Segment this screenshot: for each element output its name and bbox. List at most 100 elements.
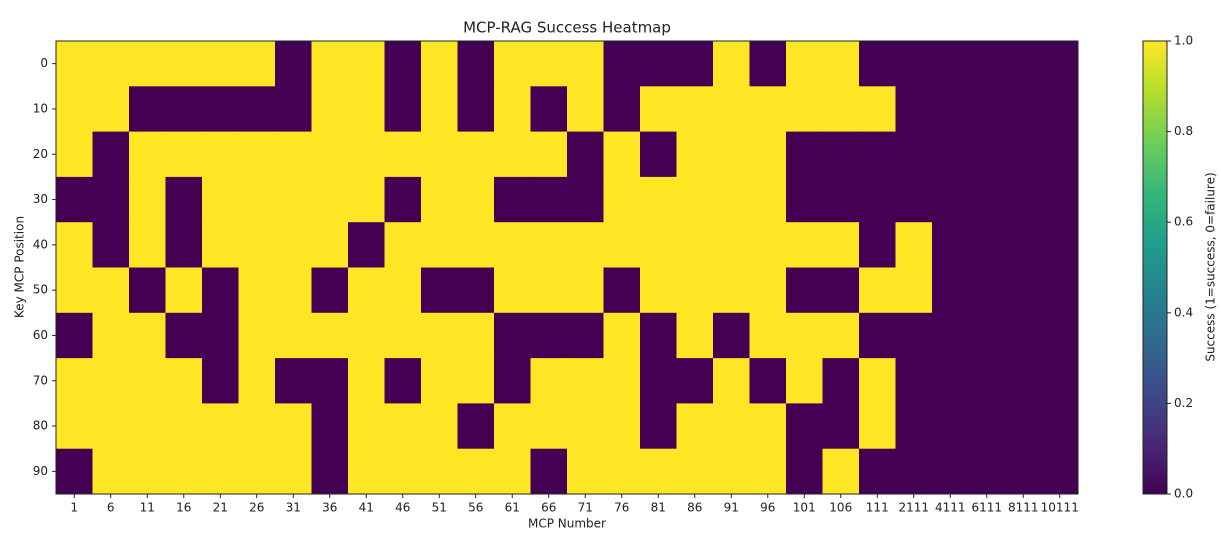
heatmap-cell xyxy=(603,41,641,87)
heatmap-cell xyxy=(202,358,239,404)
x-tick-label: 11 xyxy=(140,501,155,515)
heatmap-cell xyxy=(92,358,130,404)
x-tick-label: 81 xyxy=(651,501,666,515)
heatmap-cell xyxy=(275,41,312,87)
heatmap-cell xyxy=(165,448,203,495)
heatmap-cell xyxy=(968,41,1006,87)
y-axis-label: Key MCP Position xyxy=(13,216,27,318)
heatmap-cell xyxy=(384,358,422,404)
x-tick-label: 6111 xyxy=(971,501,1002,515)
heatmap-cell xyxy=(457,448,495,495)
heatmap-cell xyxy=(895,448,933,495)
heatmap-cell xyxy=(640,86,677,133)
x-tick-label: 111 xyxy=(866,501,889,515)
x-tick-label: 1 xyxy=(70,501,78,515)
heatmap-cell xyxy=(165,403,203,450)
heatmap-cell xyxy=(56,448,93,495)
heatmap-cell xyxy=(311,131,349,178)
x-tick-label: 26 xyxy=(249,501,264,515)
heatmap-cell xyxy=(129,176,166,223)
heatmap-cell xyxy=(457,176,495,223)
heatmap-cell xyxy=(421,131,458,178)
heatmap-cell xyxy=(56,131,93,178)
heatmap-cell xyxy=(932,176,969,223)
heatmap-cell xyxy=(822,403,860,450)
heatmap-cell xyxy=(1041,41,1079,87)
heatmap-cell xyxy=(165,312,203,359)
heatmap-cell xyxy=(822,358,860,404)
heatmap-cell xyxy=(603,267,641,314)
heatmap-cell xyxy=(275,448,312,495)
heatmap-cell xyxy=(968,312,1006,359)
x-tick-label: 21 xyxy=(213,501,228,515)
heatmap-cell xyxy=(713,312,750,359)
heatmap-cell xyxy=(859,358,896,404)
heatmap-cell xyxy=(749,176,787,223)
heatmap-cell xyxy=(421,267,458,314)
y-tick-label: 20 xyxy=(33,147,48,161)
heatmap-cell xyxy=(530,176,568,223)
x-tick-label: 6 xyxy=(107,501,115,515)
heatmap-cell xyxy=(275,176,312,223)
chart-title: MCP-RAG Success Heatmap xyxy=(463,19,671,37)
heatmap-cell xyxy=(567,222,604,268)
x-tick-label: 46 xyxy=(395,501,410,515)
heatmap-cell xyxy=(202,176,239,223)
heatmap-cell xyxy=(348,222,385,268)
heatmap-cell xyxy=(603,86,641,133)
heatmap-cell xyxy=(713,222,750,268)
y-tick-label: 60 xyxy=(33,328,48,342)
heatmap-cell xyxy=(421,403,458,450)
heatmap-cell xyxy=(421,41,458,87)
heatmap-cell xyxy=(530,403,568,450)
heatmap-cell xyxy=(567,267,604,314)
heatmap-cell xyxy=(859,222,896,268)
heatmap-cell xyxy=(129,448,166,495)
heatmap-cell xyxy=(749,358,787,404)
heatmap-cell xyxy=(384,403,422,450)
heatmap-cell xyxy=(713,131,750,178)
heatmap-cell xyxy=(932,448,969,495)
heatmap-cell xyxy=(676,312,714,359)
heatmap-cell xyxy=(56,312,93,359)
heatmap-cell xyxy=(749,131,787,178)
heatmap-cell xyxy=(1005,448,1042,495)
heatmap-cell xyxy=(530,86,568,133)
heatmap-cell xyxy=(275,403,312,450)
heatmap-cell xyxy=(676,131,714,178)
heatmap-cell xyxy=(859,131,896,178)
heatmap-cell xyxy=(494,312,531,359)
heatmap-cell xyxy=(238,222,276,268)
heatmap-cell xyxy=(895,403,933,450)
heatmap-cell xyxy=(786,222,823,268)
heatmap-cell xyxy=(786,403,823,450)
heatmap-cell xyxy=(421,358,458,404)
heatmap-cell xyxy=(1041,403,1079,450)
heatmap-cell xyxy=(567,448,604,495)
heatmap-cell xyxy=(932,312,969,359)
heatmap-cell xyxy=(311,41,349,87)
heatmap-cell xyxy=(202,131,239,178)
heatmap-cell xyxy=(895,131,933,178)
heatmap-cell xyxy=(530,131,568,178)
heatmap-cell xyxy=(202,448,239,495)
heatmap-cell xyxy=(567,131,604,178)
heatmap-cell xyxy=(348,176,385,223)
heatmap-cell xyxy=(968,86,1006,133)
heatmap-cell xyxy=(238,86,276,133)
heatmap-cell xyxy=(895,176,933,223)
x-tick-label: 106 xyxy=(829,501,852,515)
heatmap-cell xyxy=(311,267,349,314)
heatmap-cell xyxy=(895,312,933,359)
heatmap-cell xyxy=(275,131,312,178)
heatmap-cell xyxy=(786,86,823,133)
heatmap-cell xyxy=(238,448,276,495)
heatmap-cell xyxy=(968,176,1006,223)
heatmap-cell xyxy=(1005,131,1042,178)
heatmap-cell xyxy=(859,176,896,223)
heatmap-cell xyxy=(640,448,677,495)
heatmap-cell xyxy=(567,176,604,223)
heatmap-cell xyxy=(968,131,1006,178)
heatmap-cell xyxy=(749,403,787,450)
y-tick-label: 30 xyxy=(33,192,48,206)
